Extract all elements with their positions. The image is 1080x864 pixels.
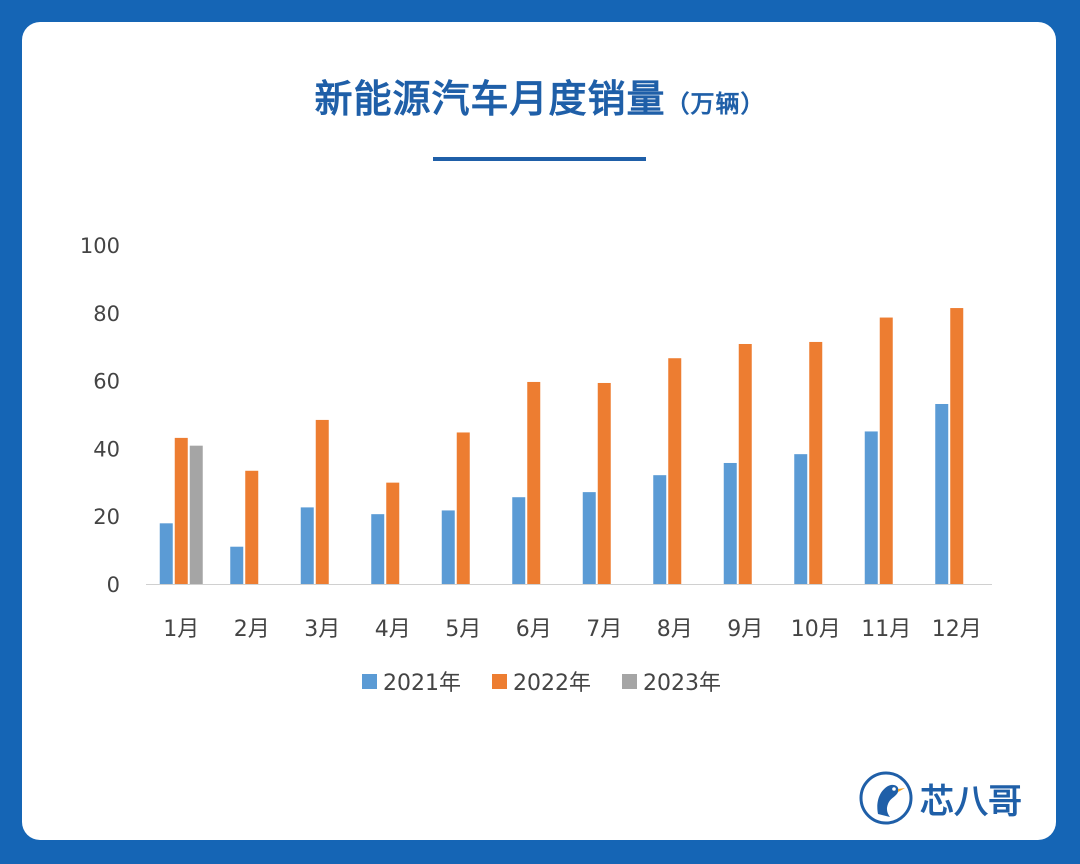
bar-2021年-5月 bbox=[441, 510, 455, 584]
bar-2022年-12月 bbox=[950, 308, 964, 584]
bar-2021年-3月 bbox=[300, 507, 314, 584]
x-tick-label: 12月 bbox=[932, 617, 982, 642]
bar-2021年-12月 bbox=[935, 403, 949, 584]
bar-2021年-10月 bbox=[794, 454, 808, 584]
bird-logo-icon bbox=[859, 771, 913, 825]
bar-2023年-1月 bbox=[189, 445, 203, 584]
legend-swatch bbox=[492, 674, 507, 689]
x-tick-label: 5月 bbox=[445, 617, 481, 642]
x-tick-label: 7月 bbox=[586, 617, 622, 642]
y-tick-label: 40 bbox=[93, 437, 120, 461]
legend-swatch bbox=[362, 674, 377, 689]
bar-2022年-6月 bbox=[527, 381, 541, 584]
legend-swatch bbox=[622, 674, 637, 689]
bar-2022年-9月 bbox=[738, 343, 752, 584]
bar-2022年-10月 bbox=[809, 341, 823, 584]
y-tick-label: 0 bbox=[107, 573, 120, 597]
x-tick-label: 10月 bbox=[791, 617, 841, 642]
x-tick-label: 11月 bbox=[861, 617, 911, 642]
title-underline bbox=[433, 157, 646, 161]
x-tick-label: 2月 bbox=[234, 617, 270, 642]
legend-label: 2023年 bbox=[643, 671, 721, 696]
x-tick-label: 8月 bbox=[657, 617, 693, 642]
bar-2022年-5月 bbox=[456, 432, 470, 584]
y-tick-label: 20 bbox=[93, 505, 120, 529]
bar-2022年-7月 bbox=[597, 382, 611, 584]
bar-2021年-6月 bbox=[512, 497, 526, 584]
bar-2022年-11月 bbox=[879, 317, 893, 584]
bar-2021年-11月 bbox=[864, 431, 878, 584]
chart-title-text: 新能源汽车月度销量 bbox=[314, 77, 666, 121]
bar-2021年-2月 bbox=[230, 546, 244, 584]
legend-label: 2022年 bbox=[513, 671, 591, 696]
bar-2021年-8月 bbox=[653, 475, 667, 584]
y-tick-label: 80 bbox=[93, 302, 120, 326]
bar-2022年-2月 bbox=[245, 470, 259, 584]
bar-2022年-3月 bbox=[315, 419, 329, 584]
bar-2021年-7月 bbox=[582, 492, 596, 584]
bar-2022年-4月 bbox=[386, 482, 400, 584]
bar-2021年-1月 bbox=[159, 523, 173, 584]
bar-2022年-8月 bbox=[668, 358, 682, 584]
x-tick-label: 6月 bbox=[516, 617, 552, 642]
x-tick-label: 9月 bbox=[727, 617, 763, 642]
bar-2021年-9月 bbox=[723, 462, 737, 584]
x-tick-label: 1月 bbox=[163, 617, 199, 642]
brand-mark: 芯八哥 bbox=[858, 770, 1022, 826]
chart-title-unit: （万辆） bbox=[665, 90, 766, 118]
x-tick-label: 4月 bbox=[375, 617, 411, 642]
legend-label: 2021年 bbox=[383, 671, 461, 696]
bar-2022年-1月 bbox=[174, 437, 188, 584]
bar-2021年-4月 bbox=[371, 514, 385, 584]
y-tick-label: 60 bbox=[93, 370, 120, 394]
brand-name: 芯八哥 bbox=[920, 781, 1022, 822]
x-tick-label: 3月 bbox=[304, 617, 340, 642]
chart-title: 新能源汽车月度销量（万辆） bbox=[0, 68, 1080, 123]
y-tick-label: 100 bbox=[80, 234, 120, 258]
